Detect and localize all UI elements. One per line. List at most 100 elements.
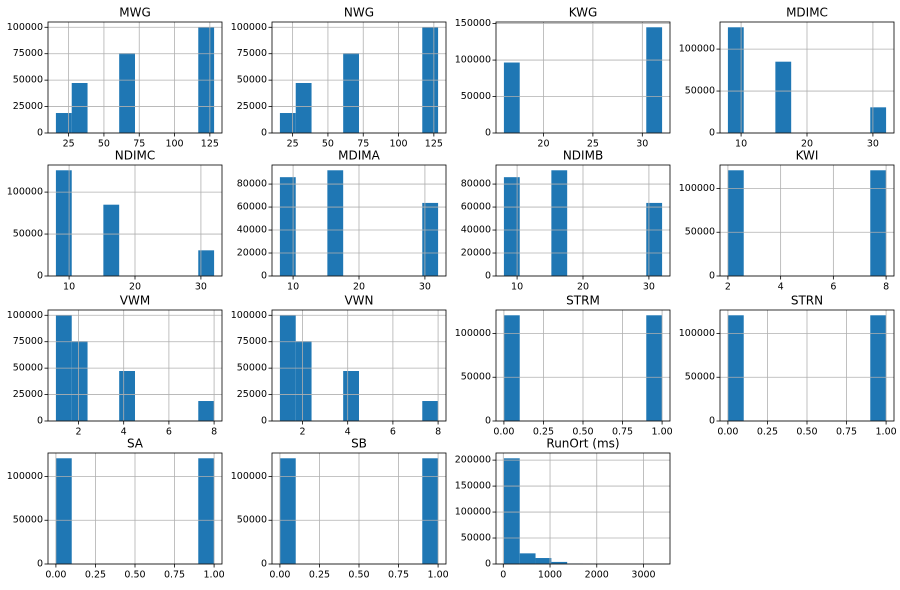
y-tick-label: 0 [261, 128, 267, 139]
bar [535, 558, 552, 564]
chart-title: MDIMC [786, 6, 828, 20]
y-tick-label: 100000 [455, 328, 491, 339]
y-tick-label: 20000 [461, 248, 491, 259]
y-tick-label: 50000 [461, 533, 491, 544]
y-tick-label: 100000 [231, 310, 267, 321]
x-tick-label: 125 [201, 139, 219, 150]
axes-frame [495, 309, 671, 422]
x-tick-label: 2 [75, 427, 81, 438]
y-tick-label: 100000 [679, 44, 715, 55]
y-tick-label: 100000 [7, 471, 43, 482]
axes-frame [271, 309, 447, 422]
bar [198, 250, 215, 276]
x-tick-label: 20 [353, 282, 365, 293]
x-tick-label: 0.00 [269, 570, 290, 581]
bar [55, 170, 72, 276]
x-tick-label: 0.50 [348, 570, 369, 581]
bar [55, 113, 72, 133]
y-tick-label: 50000 [685, 86, 715, 97]
bar [422, 458, 439, 564]
y-tick-label: 100000 [231, 471, 267, 482]
x-tick-label: 20 [801, 139, 813, 150]
x-tick-label: 0.25 [85, 570, 106, 581]
bar [71, 82, 88, 133]
x-tick-label: 0.25 [757, 427, 778, 438]
x-tick-label: 6 [166, 427, 172, 438]
y-tick-label: 75000 [237, 336, 267, 347]
y-tick-label: 100000 [679, 328, 715, 339]
chart-title: KWG [569, 6, 598, 20]
y-tick-label: 50000 [13, 75, 43, 86]
y-tick-label: 0 [261, 271, 267, 282]
x-tick-label: 100 [389, 139, 407, 150]
x-tick-label: 6 [830, 282, 836, 293]
bar [727, 315, 744, 421]
y-tick-label: 50000 [13, 363, 43, 374]
y-tick-label: 0 [261, 559, 267, 570]
y-tick-label: 50000 [237, 515, 267, 526]
bar [727, 27, 744, 134]
chart-title: STRM [566, 294, 600, 308]
axes-frame [47, 164, 223, 277]
y-tick-label: 25000 [13, 389, 43, 400]
bar [503, 177, 520, 276]
chart-title: KWI [796, 149, 819, 163]
y-tick-label: 60000 [237, 202, 267, 213]
x-tick-label: 1.00 [652, 427, 673, 438]
x-tick-label: 10 [735, 139, 747, 150]
bar [327, 170, 344, 276]
x-tick-label: 2 [299, 427, 305, 438]
bar [870, 315, 887, 421]
y-tick-label: 100000 [7, 22, 43, 33]
x-tick-label: 4 [778, 282, 784, 293]
x-tick-label: 1000 [538, 570, 562, 581]
x-tick-label: 8 [435, 427, 441, 438]
chart-title: SB [351, 437, 367, 451]
y-tick-label: 25000 [237, 101, 267, 112]
x-tick-label: 50 [322, 139, 334, 150]
x-tick-label: 20 [577, 282, 589, 293]
bar [71, 341, 88, 421]
x-tick-label: 2 [725, 282, 731, 293]
y-tick-label: 75000 [237, 48, 267, 59]
bar [870, 107, 887, 133]
axes-frame [495, 452, 671, 565]
x-tick-label: 75 [133, 139, 145, 150]
y-tick-label: 80000 [461, 179, 491, 190]
bar [279, 458, 296, 564]
y-tick-label: 0 [709, 416, 715, 427]
y-tick-label: 100000 [231, 22, 267, 33]
x-tick-label: 30 [643, 282, 655, 293]
y-tick-label: 0 [37, 271, 43, 282]
chart-title: NDIMC [115, 149, 156, 163]
chart-title: NWG [344, 6, 374, 20]
bar [870, 170, 887, 276]
axes-frame [271, 164, 447, 277]
x-tick-label: 1.00 [428, 570, 449, 581]
x-tick-label: 1.00 [876, 427, 897, 438]
x-tick-label: 4 [345, 427, 351, 438]
y-tick-label: 100000 [679, 183, 715, 194]
chart-title: MDIMA [338, 149, 380, 163]
y-tick-label: 50000 [237, 363, 267, 374]
axes-frame [47, 452, 223, 565]
x-tick-label: 0.25 [309, 570, 330, 581]
x-tick-label: 8 [211, 427, 217, 438]
bar [198, 401, 215, 421]
y-tick-label: 25000 [237, 389, 267, 400]
bar [198, 458, 215, 564]
y-tick-label: 100000 [7, 187, 43, 198]
bar [343, 53, 359, 133]
axes-frame [271, 452, 447, 565]
bar [422, 202, 439, 276]
bar [551, 170, 568, 276]
x-tick-label: 0.00 [493, 427, 514, 438]
bar [103, 204, 120, 276]
x-tick-label: 10 [63, 282, 75, 293]
bar [503, 315, 520, 421]
bar [551, 561, 568, 564]
bar [646, 202, 663, 276]
axes-frame [719, 164, 895, 277]
x-tick-label: 0.50 [572, 427, 593, 438]
